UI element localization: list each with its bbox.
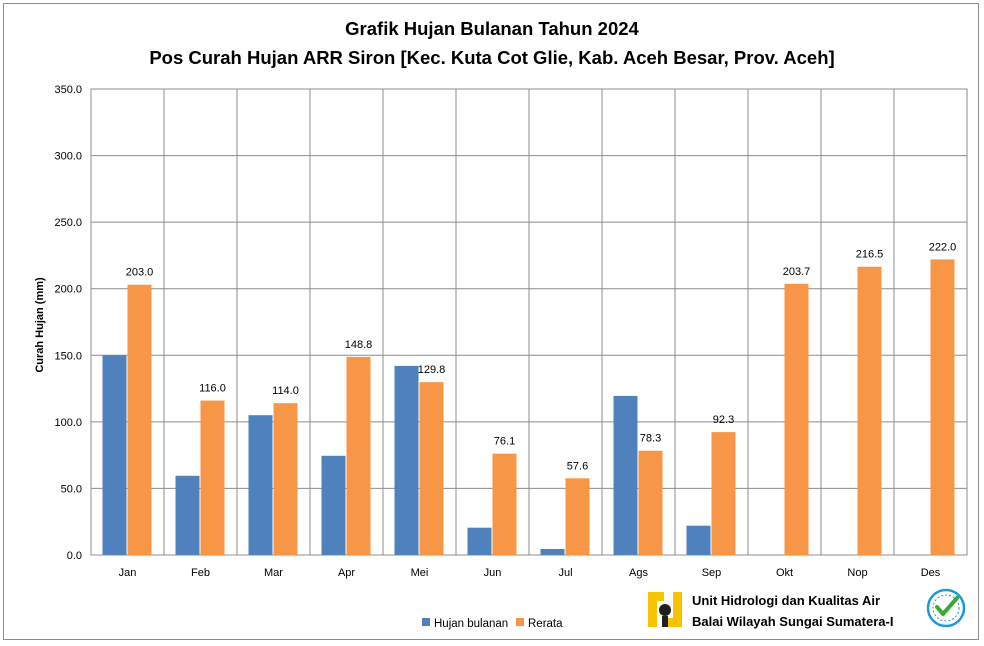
footer-line2: Balai Wilayah Sungai Sumatera-I <box>692 614 893 629</box>
x-category-okt: Okt <box>776 567 793 579</box>
bar-hujan-apr <box>321 455 346 555</box>
x-category-des: Des <box>921 567 941 579</box>
bar-hujan-jun <box>467 527 492 555</box>
data-label-apr: 148.8 <box>345 339 373 351</box>
data-label-mar: 114.0 <box>272 385 299 397</box>
bar-rerata-nop <box>857 266 882 555</box>
y-tick-label: 0.0 <box>67 550 82 562</box>
bar-hujan-feb <box>175 475 200 555</box>
chart-canvas: Grafik Hujan Bulanan Tahun 2024 Pos Cura… <box>34 18 968 630</box>
chart-subtitle: Pos Curah Hujan ARR Siron [Kec. Kuta Cot… <box>149 47 834 68</box>
data-label-nop: 216.5 <box>856 249 884 261</box>
data-label-jun: 76.1 <box>494 436 515 448</box>
bar-hujan-jan <box>102 355 127 555</box>
legend-swatch-rerata <box>516 618 524 626</box>
certified-badge-icon <box>926 588 966 628</box>
legend-label-hujan: Hujan bulanan <box>434 618 508 630</box>
x-category-ags: Ags <box>629 567 648 579</box>
grid-lines <box>90 88 968 556</box>
bar-rerata-sep <box>711 432 736 555</box>
bar-rerata-jun <box>492 453 517 555</box>
data-label-feb: 116.0 <box>199 383 226 395</box>
y-tick-label: 350.0 <box>54 84 82 96</box>
legend-swatch-hujan <box>422 618 430 626</box>
data-label-jul: 57.6 <box>567 460 588 472</box>
y-tick-label: 150.0 <box>54 350 82 362</box>
x-category-jun: Jun <box>484 567 502 579</box>
y-axis-ticks: 0.0 50.0 100.0 150.0 200.0 250.0 300.0 350.0 <box>54 84 82 562</box>
bar-hujan-mar <box>248 415 273 555</box>
bar-hujan-ags <box>613 395 638 555</box>
data-label-mei: 129.8 <box>418 364 446 376</box>
legend: Hujan bulanan Rerata <box>422 618 563 630</box>
y-tick-label: 100.0 <box>54 417 82 429</box>
data-labels: 203.0 116.0 114.0 148.8 129.8 76.1 57.6 78.3 92.… <box>126 241 957 472</box>
x-category-mei: Mei <box>411 567 429 579</box>
bar-hujan-sep <box>686 525 711 555</box>
bar-rerata-ags <box>638 450 663 555</box>
x-category-jul: Jul <box>558 567 572 579</box>
y-tick-label: 50.0 <box>61 483 82 495</box>
data-label-okt: 203.7 <box>783 266 811 278</box>
bar-rerata-jan <box>127 284 152 555</box>
footer-line1: Unit Hidrologi dan Kualitas Air <box>692 593 880 608</box>
chart-title: Grafik Hujan Bulanan Tahun 2024 <box>345 18 639 39</box>
data-label-sep: 92.3 <box>713 414 734 426</box>
x-category-mar: Mar <box>264 567 283 579</box>
bar-rerata-feb <box>200 400 225 555</box>
y-axis-label: Curah Hujan (mm) <box>34 277 46 373</box>
x-axis-categories: Jan Feb Mar Apr Mei Jun Jul Ags Sep Okt Nop Des <box>119 567 941 579</box>
bar-rerata-okt <box>784 283 809 555</box>
y-tick-label: 200.0 <box>54 284 82 296</box>
bar-rerata-des <box>930 259 955 555</box>
y-tick-label: 250.0 <box>54 217 82 229</box>
x-category-feb: Feb <box>191 567 210 579</box>
data-label-des: 222.0 <box>929 241 957 253</box>
x-category-jan: Jan <box>119 567 137 579</box>
legend-label-rerata: Rerata <box>528 618 563 630</box>
data-label-ags: 78.3 <box>640 433 661 445</box>
x-category-apr: Apr <box>338 567 355 579</box>
bars-group <box>102 259 955 555</box>
bar-hujan-mei <box>394 365 419 555</box>
bar-rerata-jul <box>565 478 590 555</box>
y-tick-label: 300.0 <box>54 151 82 163</box>
x-category-sep: Sep <box>702 567 722 579</box>
bar-rerata-apr <box>346 356 371 555</box>
data-label-jan: 203.0 <box>126 267 154 279</box>
bar-hujan-jul <box>540 549 565 555</box>
pu-logo-icon <box>646 590 684 630</box>
bar-rerata-mei <box>419 382 444 555</box>
bar-rerata-mar <box>273 403 298 555</box>
x-category-nop: Nop <box>847 567 867 579</box>
chart-frame: Grafik Hujan Bulanan Tahun 2024 Pos Cura… <box>3 3 979 640</box>
